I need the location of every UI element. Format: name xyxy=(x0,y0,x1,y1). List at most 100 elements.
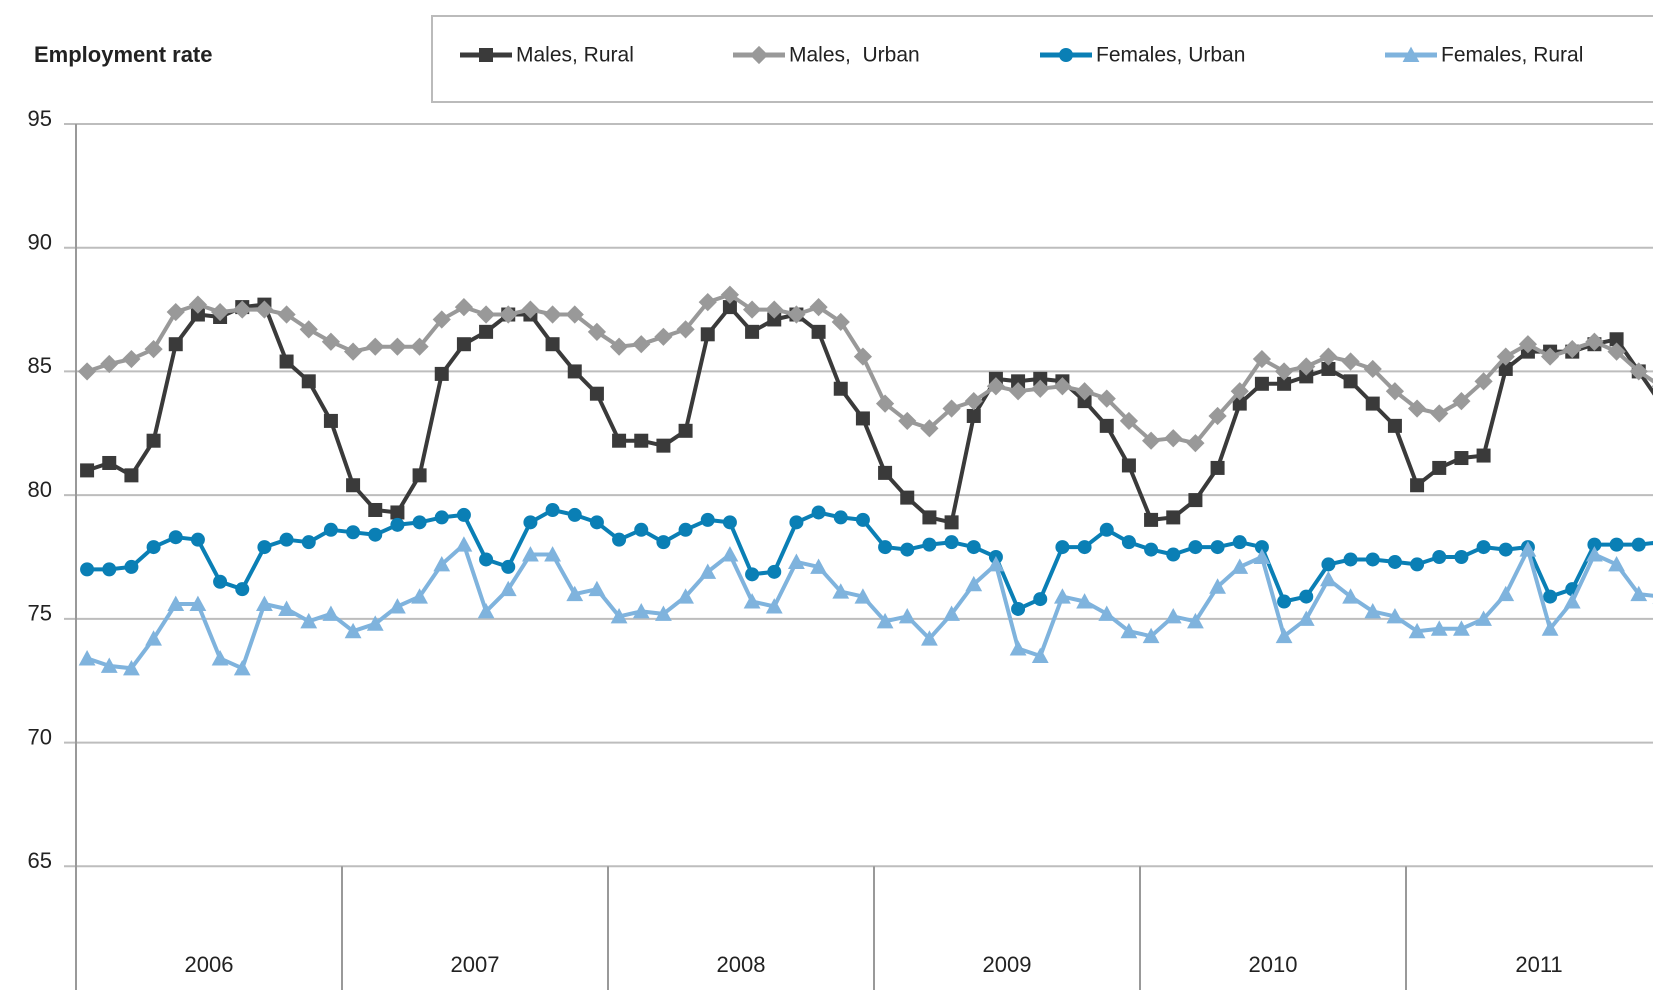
marker xyxy=(898,411,917,431)
marker xyxy=(1254,540,1269,555)
marker xyxy=(1008,382,1028,401)
marker xyxy=(1277,594,1292,609)
marker xyxy=(168,337,183,352)
marker xyxy=(168,530,183,545)
marker xyxy=(832,583,850,599)
marker xyxy=(456,337,471,352)
chart-title: Employment rate xyxy=(34,42,213,67)
marker xyxy=(878,540,893,555)
marker xyxy=(522,546,539,562)
marker xyxy=(720,285,740,304)
x-group-label: 2009 xyxy=(983,952,1032,977)
marker xyxy=(1385,382,1405,401)
marker xyxy=(1210,540,1225,555)
marker xyxy=(1630,585,1648,602)
marker xyxy=(677,588,694,604)
marker xyxy=(1586,546,1603,562)
marker xyxy=(1144,512,1159,527)
marker xyxy=(1454,550,1469,564)
marker xyxy=(213,574,228,589)
marker xyxy=(788,553,805,569)
marker xyxy=(1120,622,1138,639)
marker xyxy=(1519,541,1537,557)
marker xyxy=(521,300,540,319)
legend-marker xyxy=(749,45,769,65)
marker xyxy=(1164,429,1183,448)
marker xyxy=(211,650,229,666)
marker xyxy=(654,327,673,346)
y-tick-label: 70 xyxy=(28,724,52,749)
marker xyxy=(1387,418,1402,433)
marker xyxy=(876,612,894,629)
marker xyxy=(1210,460,1225,475)
marker xyxy=(1453,620,1470,636)
marker xyxy=(634,433,649,448)
marker xyxy=(434,510,449,525)
marker xyxy=(1608,556,1625,572)
marker xyxy=(655,605,672,621)
marker xyxy=(1033,371,1048,386)
marker xyxy=(77,362,97,381)
marker xyxy=(722,300,737,315)
marker xyxy=(875,394,895,413)
marker xyxy=(831,312,850,332)
marker xyxy=(898,607,916,624)
marker xyxy=(412,468,427,483)
marker xyxy=(1299,369,1314,384)
marker xyxy=(434,366,449,381)
marker xyxy=(855,512,870,527)
marker xyxy=(1410,557,1425,572)
marker xyxy=(1321,361,1336,376)
legend-marker xyxy=(479,48,493,62)
marker xyxy=(722,515,737,530)
y-tick-label: 85 xyxy=(28,353,52,378)
marker xyxy=(1343,552,1358,567)
marker xyxy=(810,558,827,574)
marker xyxy=(1099,418,1114,433)
marker xyxy=(1142,627,1160,644)
marker xyxy=(123,659,140,676)
marker xyxy=(1475,610,1492,626)
marker xyxy=(900,542,915,557)
marker xyxy=(543,305,562,324)
marker xyxy=(1188,540,1203,555)
marker xyxy=(388,337,407,356)
marker xyxy=(765,300,784,319)
marker xyxy=(1365,396,1380,411)
marker xyxy=(346,478,361,493)
marker xyxy=(1009,640,1027,656)
marker xyxy=(565,305,584,324)
marker xyxy=(1075,382,1094,401)
y-tick-label: 80 xyxy=(28,477,52,502)
marker xyxy=(1253,548,1271,564)
marker xyxy=(523,515,538,530)
marker xyxy=(612,532,627,547)
y-tick-label: 90 xyxy=(28,230,52,255)
marker xyxy=(1077,394,1092,409)
marker xyxy=(454,297,474,317)
marker xyxy=(966,408,981,423)
marker xyxy=(323,413,338,428)
marker xyxy=(323,522,338,537)
marker xyxy=(612,433,627,448)
marker xyxy=(1408,622,1426,639)
marker xyxy=(1277,376,1292,391)
marker xyxy=(233,659,251,676)
marker xyxy=(1055,540,1070,555)
marker xyxy=(566,585,584,602)
marker xyxy=(878,465,893,480)
marker xyxy=(1432,550,1447,564)
marker xyxy=(1496,347,1515,366)
marker xyxy=(1232,396,1247,411)
marker xyxy=(344,622,362,639)
marker xyxy=(1053,377,1072,396)
marker xyxy=(124,468,139,483)
marker xyxy=(634,522,649,537)
marker xyxy=(678,423,693,438)
marker xyxy=(1386,607,1404,624)
marker xyxy=(1121,535,1136,550)
marker xyxy=(745,324,760,339)
marker xyxy=(412,515,427,530)
marker xyxy=(721,546,739,562)
marker xyxy=(1498,542,1513,557)
